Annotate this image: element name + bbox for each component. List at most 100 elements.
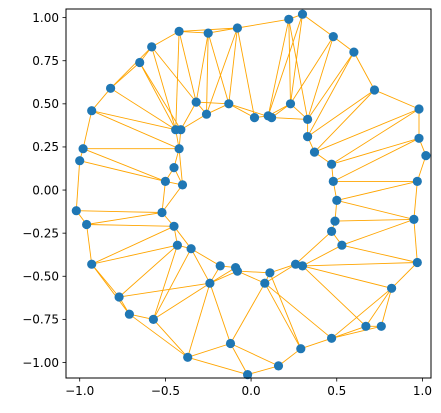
network-edge	[307, 89, 375, 137]
network-edge	[341, 244, 418, 263]
data-point	[176, 125, 186, 135]
network-edge	[230, 343, 248, 375]
data-point	[124, 309, 134, 319]
data-point	[412, 257, 422, 268]
network-edge	[365, 288, 392, 327]
y-tick-label: 0.50	[32, 97, 59, 111]
data-point	[203, 28, 213, 38]
y-tick-label: 0.25	[32, 140, 59, 154]
data-point	[224, 99, 234, 109]
network-edge	[91, 263, 130, 315]
network-edge	[264, 263, 296, 284]
data-point	[186, 244, 196, 254]
network-edge	[302, 262, 418, 267]
network-edge	[139, 62, 177, 130]
network-edge	[336, 199, 415, 220]
network-edge	[331, 325, 382, 339]
network-edge	[151, 31, 180, 48]
network-edge	[173, 226, 192, 249]
network-edge	[175, 31, 180, 130]
network-edge	[161, 184, 183, 213]
network-edge	[267, 19, 290, 116]
network-edge	[290, 36, 334, 105]
data-point	[285, 99, 296, 109]
data-point	[303, 132, 313, 142]
network-edge	[237, 18, 289, 29]
network-edge	[391, 262, 418, 289]
data-point	[260, 278, 270, 288]
network-edge	[336, 180, 418, 201]
data-point	[78, 144, 88, 154]
network-edge	[331, 325, 367, 339]
network-edge	[267, 14, 303, 117]
network-edge	[333, 137, 420, 182]
network-edge	[82, 110, 93, 149]
y-axis-ticks: 1.00 0.75 0.50 0.25 0.00 −0.25 −0.50 −0.75 −1.00	[22, 11, 66, 370]
network-edge	[187, 356, 248, 376]
network-edge	[295, 231, 332, 265]
y-tick-label: −0.75	[22, 313, 59, 327]
network-edge	[118, 244, 178, 298]
network-edge	[153, 282, 211, 320]
network-edge	[86, 212, 163, 225]
y-tick-label: −0.50	[22, 270, 59, 284]
network-edge	[178, 31, 197, 103]
network-edge	[82, 148, 166, 182]
network-edge	[302, 265, 392, 289]
data-point	[225, 338, 236, 349]
network-edge	[206, 33, 209, 115]
network-edge	[413, 181, 418, 220]
network-edge	[413, 219, 418, 263]
data-point	[309, 147, 320, 157]
data-point	[148, 314, 158, 324]
data-point	[183, 352, 193, 362]
network-edge	[334, 218, 414, 222]
network-edge	[237, 270, 270, 274]
data-point	[284, 14, 294, 24]
network-edge	[180, 113, 207, 131]
data-point	[327, 333, 337, 343]
data-point	[296, 344, 306, 354]
network-edge	[129, 313, 188, 358]
data-point	[114, 292, 124, 302]
network-edge	[300, 337, 332, 350]
data-point	[232, 23, 242, 33]
data-point	[172, 240, 182, 250]
data-point	[87, 106, 97, 116]
data-point	[349, 47, 359, 57]
data-point	[414, 104, 424, 114]
x-tick-label: 0.5	[327, 384, 346, 398]
data-point	[215, 261, 225, 271]
network-edge	[75, 160, 81, 211]
axes-frame	[65, 8, 432, 379]
network-edge	[79, 160, 166, 182]
data-point	[177, 180, 188, 190]
network-edge	[190, 248, 211, 284]
network-edge	[86, 224, 175, 227]
network-edge	[307, 51, 355, 120]
point-layer	[71, 9, 431, 380]
y-tick-label: −0.25	[22, 226, 59, 240]
network-edge	[288, 19, 291, 104]
network-edge	[178, 148, 183, 185]
network-edge	[195, 33, 209, 103]
data-point	[297, 9, 308, 19]
network-edge	[314, 89, 375, 153]
network-edge	[180, 101, 197, 130]
data-point	[421, 151, 431, 161]
network-edge	[196, 101, 229, 105]
data-point	[387, 283, 397, 293]
network-edge	[190, 248, 221, 267]
network-edge	[209, 270, 238, 284]
data-point	[106, 83, 116, 93]
data-point	[169, 221, 179, 231]
network-edge	[307, 51, 355, 137]
data-point	[267, 113, 277, 123]
network-edge	[207, 32, 230, 104]
network-edge	[110, 46, 153, 89]
network-edge	[152, 245, 178, 320]
network-edge	[209, 283, 231, 344]
x-tick-label: −0.5	[151, 384, 180, 398]
x-tick-label: 0.0	[242, 384, 261, 398]
network-edge	[179, 30, 209, 34]
